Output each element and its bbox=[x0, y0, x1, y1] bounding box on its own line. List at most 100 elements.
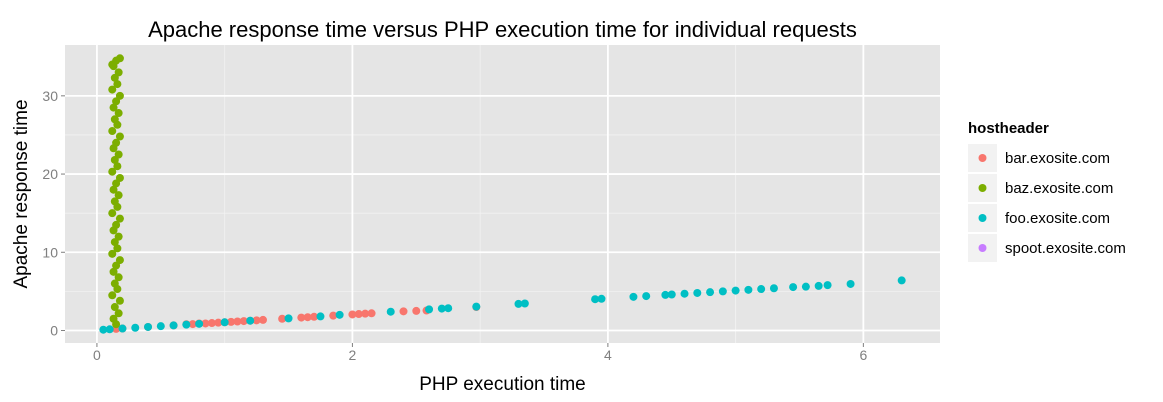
data-point bbox=[801, 282, 810, 291]
data-point bbox=[110, 115, 119, 124]
data-point bbox=[239, 317, 248, 326]
data-point bbox=[220, 318, 229, 327]
legend-label: spoot.exosite.com bbox=[1005, 240, 1126, 257]
data-point bbox=[444, 304, 453, 313]
data-point bbox=[354, 310, 363, 319]
data-point bbox=[591, 295, 600, 304]
data-point bbox=[112, 138, 121, 147]
chart-title: Apache response time versus PHP executio… bbox=[148, 17, 857, 42]
data-point bbox=[227, 317, 236, 326]
data-point bbox=[335, 310, 344, 319]
data-point bbox=[520, 299, 529, 308]
data-point bbox=[108, 167, 117, 176]
data-point bbox=[144, 322, 153, 331]
data-point bbox=[108, 291, 117, 300]
data-point bbox=[115, 296, 124, 305]
y-axis-label: Apache response time bbox=[11, 99, 32, 288]
data-point bbox=[108, 85, 117, 94]
data-point bbox=[284, 314, 293, 323]
data-point bbox=[112, 220, 121, 229]
legend-swatch bbox=[978, 184, 987, 192]
data-point bbox=[667, 290, 676, 299]
data-point bbox=[110, 279, 119, 288]
data-point bbox=[823, 281, 832, 290]
data-point bbox=[642, 292, 651, 301]
data-point bbox=[744, 285, 753, 294]
data-point bbox=[108, 249, 117, 258]
data-point bbox=[115, 132, 124, 141]
data-point bbox=[114, 273, 123, 282]
x-tick-label: 6 bbox=[859, 347, 867, 363]
data-point bbox=[897, 276, 906, 285]
data-point bbox=[109, 314, 118, 323]
data-point bbox=[113, 244, 122, 253]
data-point bbox=[108, 209, 117, 218]
data-point bbox=[115, 214, 124, 223]
x-tick-label: 2 bbox=[349, 347, 357, 363]
x-axis-label: PHP execution time bbox=[419, 374, 586, 395]
data-point bbox=[367, 309, 376, 318]
data-point bbox=[846, 279, 855, 288]
data-point bbox=[258, 315, 267, 324]
data-point bbox=[472, 302, 481, 311]
data-point bbox=[113, 162, 122, 171]
data-point bbox=[109, 103, 118, 112]
data-point bbox=[252, 316, 261, 325]
data-point bbox=[115, 54, 124, 63]
plot-panel bbox=[65, 45, 940, 343]
legend-swatch bbox=[978, 244, 987, 252]
data-point bbox=[316, 312, 325, 321]
data-point bbox=[105, 325, 114, 334]
data-point bbox=[680, 289, 689, 298]
data-point bbox=[115, 256, 124, 265]
data-point bbox=[769, 284, 778, 293]
data-point bbox=[109, 267, 118, 276]
legend-label: baz.exosite.com bbox=[1005, 180, 1113, 197]
data-point bbox=[182, 320, 191, 329]
data-point bbox=[115, 91, 124, 100]
data-point bbox=[278, 314, 287, 323]
data-point bbox=[188, 320, 197, 329]
y-tick-label: 0 bbox=[50, 322, 58, 338]
data-point bbox=[246, 316, 255, 325]
data-point bbox=[109, 185, 118, 194]
y-tick-label: 30 bbox=[42, 88, 58, 104]
data-point bbox=[110, 303, 119, 312]
data-point bbox=[629, 292, 638, 301]
data-point bbox=[108, 60, 117, 69]
data-point bbox=[214, 318, 223, 327]
data-point bbox=[386, 307, 395, 316]
data-point bbox=[329, 311, 338, 320]
data-point bbox=[597, 294, 606, 303]
data-point bbox=[169, 321, 178, 330]
data-point bbox=[114, 109, 123, 118]
data-point bbox=[114, 191, 123, 200]
data-point bbox=[348, 310, 357, 319]
legend-title: hostheader bbox=[968, 120, 1049, 137]
x-tick-label: 0 bbox=[93, 347, 101, 363]
data-point bbox=[99, 325, 108, 334]
legend-label: bar.exosite.com bbox=[1005, 150, 1110, 167]
data-point bbox=[399, 307, 408, 316]
data-point bbox=[706, 288, 715, 297]
data-point bbox=[661, 290, 670, 299]
data-point bbox=[207, 319, 216, 328]
data-point bbox=[814, 281, 823, 290]
data-point bbox=[114, 309, 123, 318]
y-tick-label: 20 bbox=[42, 166, 58, 182]
data-point bbox=[425, 305, 434, 314]
data-point bbox=[118, 324, 127, 333]
legend-swatch bbox=[978, 214, 987, 222]
data-point bbox=[361, 309, 370, 318]
data-point bbox=[201, 319, 210, 328]
data-point bbox=[156, 322, 165, 331]
data-point bbox=[108, 127, 117, 136]
data-point bbox=[297, 313, 306, 322]
data-point bbox=[412, 306, 421, 315]
data-point bbox=[131, 323, 140, 332]
data-point bbox=[233, 317, 242, 326]
data-point bbox=[195, 319, 204, 328]
data-point bbox=[115, 173, 124, 182]
data-point bbox=[114, 68, 123, 77]
